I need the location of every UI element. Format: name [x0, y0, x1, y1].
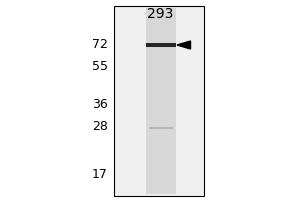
Text: 55: 55 [92, 60, 108, 73]
Bar [146, 43, 176, 47]
Text: 17: 17 [92, 168, 108, 180]
Text: 293: 293 [147, 7, 174, 21]
Polygon shape [177, 41, 190, 49]
Bar [114, 6, 204, 196]
Text: 28: 28 [92, 120, 108, 134]
Text: 72: 72 [92, 38, 108, 51]
Bar [146, 8, 176, 194]
Text: 36: 36 [92, 98, 108, 110]
Bar [148, 127, 172, 129]
